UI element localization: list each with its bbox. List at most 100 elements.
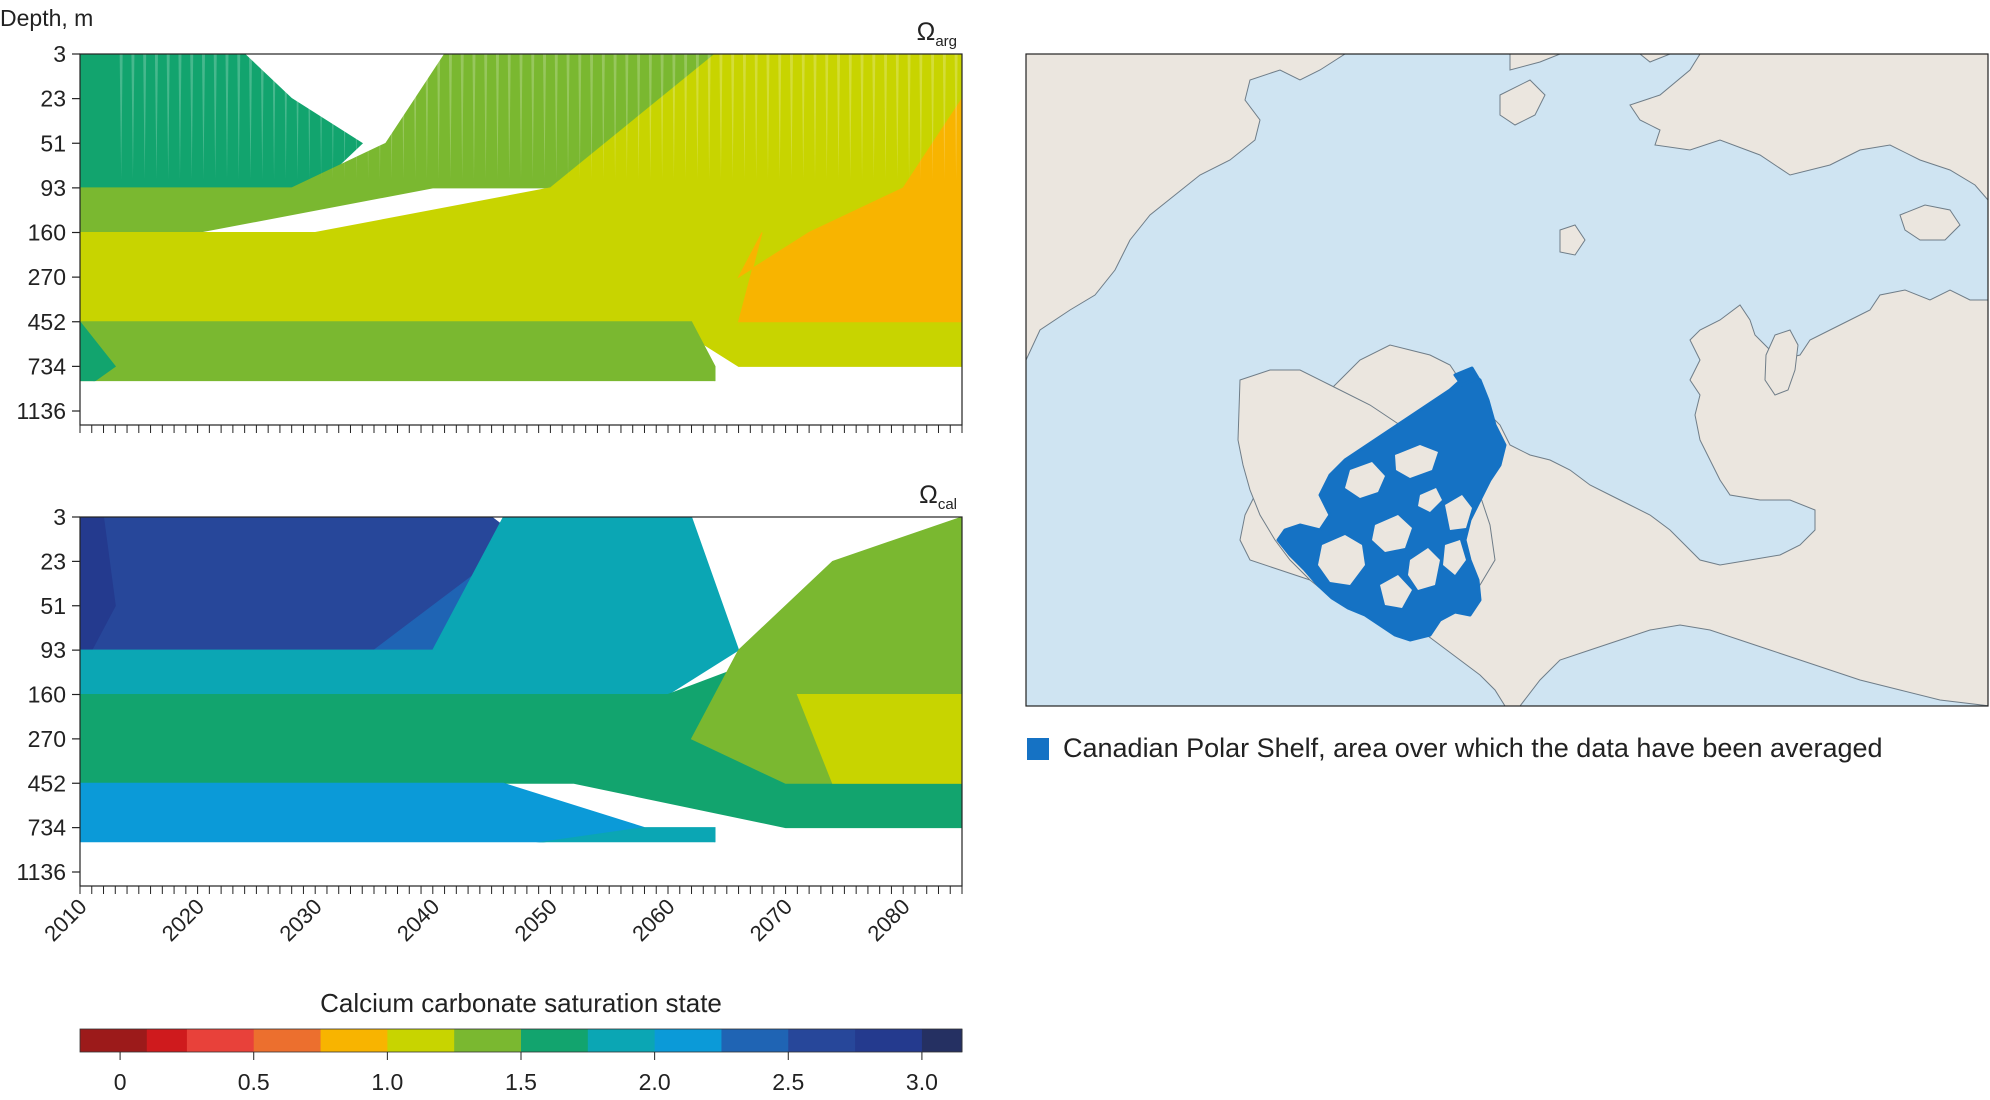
seasonal-striation	[590, 54, 594, 180]
y-tick-label: 270	[28, 726, 66, 752]
seasonal-striation	[378, 54, 382, 180]
seasonal-striation	[296, 54, 300, 180]
island	[1899, 204, 1961, 241]
seasonal-striation	[554, 54, 558, 180]
island	[1380, 575, 1412, 608]
seasonal-striation	[860, 54, 864, 180]
island	[1408, 548, 1440, 590]
map-frame	[1025, 53, 1989, 707]
x-tick-label: 2080	[862, 894, 914, 946]
island	[1445, 495, 1472, 530]
y-tick-label: 93	[40, 637, 66, 663]
seasonal-striation	[354, 54, 358, 180]
colorbar-bin	[253, 1029, 322, 1052]
colorbar-title: Calcium carbonate saturation state	[320, 988, 722, 1018]
seasonal-striation	[225, 54, 229, 180]
y-axis-title: Depth, m	[0, 5, 93, 31]
seasonal-striation	[484, 54, 488, 180]
seasonal-striation	[272, 54, 276, 180]
seasonal-striation	[507, 54, 511, 180]
x-tick-label: 2020	[157, 894, 209, 946]
seasonal-striation	[789, 54, 793, 180]
island	[1372, 515, 1412, 552]
seasonal-striation	[707, 54, 711, 180]
seasonal-striation	[260, 54, 264, 180]
colorbar-bin	[186, 1029, 255, 1052]
seasonal-striation	[237, 54, 241, 180]
seasonal-striation	[601, 54, 605, 180]
colorbar-bin	[654, 1029, 722, 1052]
calcite-panel: 3 23 51 93 160 270 452 734 1136 2010 2020 2030 2040 2…	[17, 481, 963, 946]
seasonal-striation	[872, 54, 876, 180]
seasonal-striation	[766, 54, 770, 180]
legend-label: Canadian Polar Shelf, area over which th…	[1063, 733, 1883, 763]
hudson-bay	[1519, 624, 1988, 706]
seasonal-striation	[578, 54, 582, 180]
y-tick-label: 23	[40, 548, 66, 574]
heatmap-field	[737, 97, 962, 323]
seasonal-striation	[684, 54, 688, 180]
seasonal-striation	[731, 54, 735, 180]
y-tick-label: 51	[40, 130, 66, 156]
heatmap-fields	[80, 54, 962, 382]
seasonal-striation	[249, 54, 253, 180]
seasonal-striation	[672, 54, 676, 180]
seasonal-striation	[695, 54, 699, 180]
x-tick-label: 2010	[39, 894, 91, 946]
archipelago-islands	[1318, 445, 1472, 608]
colorbar-bin	[320, 1029, 388, 1052]
seasonal-striation	[778, 54, 782, 180]
seasonal-striation	[566, 54, 570, 180]
y-tick-label: 734	[28, 353, 67, 379]
colorbar-tick-label: 1.5	[505, 1069, 537, 1095]
seasonal-striation	[907, 54, 911, 180]
colorbar-tick-label: 0	[114, 1069, 127, 1095]
seasonal-striation	[178, 54, 182, 180]
map-legend: Canadian Polar Shelf, area over which th…	[1027, 733, 1883, 764]
heatmap-field	[537, 827, 716, 843]
colorbar-bin	[855, 1029, 923, 1052]
island	[1345, 462, 1385, 498]
x-tick-label: 2040	[392, 894, 444, 946]
legend-swatch	[1027, 737, 1049, 760]
island	[1318, 535, 1365, 585]
y-tick-label: 23	[40, 86, 66, 112]
colorbar-bin	[146, 1029, 188, 1052]
seasonal-striation	[813, 54, 817, 180]
seasonal-striation	[366, 54, 370, 180]
seasonal-striation	[119, 54, 123, 180]
island	[1418, 488, 1442, 512]
y-tick-label: 3	[53, 41, 66, 67]
seasonal-striation	[848, 54, 852, 180]
colorbar-bin	[587, 1029, 656, 1052]
heatmap-field	[80, 321, 716, 382]
colorbar-bin	[921, 1029, 963, 1052]
seasonal-striation	[413, 54, 417, 180]
seasonal-striation	[472, 54, 476, 180]
seasonal-striation	[190, 54, 194, 180]
seasonal-striation	[942, 54, 946, 180]
seasonal-striation	[637, 54, 641, 180]
plot-frame	[79, 53, 963, 426]
y-tick-label: 1136	[17, 398, 66, 424]
island	[1499, 79, 1546, 126]
colorbar-bin	[387, 1029, 455, 1052]
panel-label: Ωcal	[919, 481, 957, 513]
colorbar-bin	[521, 1029, 589, 1052]
y-tick-label: 3	[53, 504, 66, 530]
seasonal-striation	[613, 54, 617, 180]
seasonal-striation	[625, 54, 629, 180]
seasonal-striation	[919, 54, 923, 180]
seasonal-striation	[754, 54, 758, 180]
seasonal-striation	[495, 54, 499, 180]
y-tick-label: 734	[28, 815, 67, 841]
seasonal-striation	[660, 54, 664, 180]
seasonal-striation	[331, 54, 335, 180]
panel-label-subscript: arg	[935, 33, 957, 50]
panel-label-subscript: cal	[938, 496, 957, 513]
polar-shelf-tip	[1453, 366, 1480, 387]
x-tick-label: 2050	[510, 894, 562, 946]
seasonal-striation	[425, 54, 429, 180]
y-tick-label: 452	[28, 770, 66, 796]
